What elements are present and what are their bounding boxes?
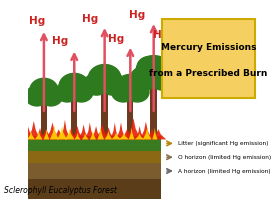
Polygon shape <box>97 127 104 139</box>
Polygon shape <box>151 129 166 139</box>
Polygon shape <box>82 133 88 139</box>
Polygon shape <box>119 129 135 139</box>
Text: Hg: Hg <box>83 14 99 24</box>
Polygon shape <box>27 121 40 139</box>
Circle shape <box>39 86 62 106</box>
Circle shape <box>88 64 121 92</box>
Polygon shape <box>60 120 70 139</box>
Circle shape <box>137 57 161 76</box>
Circle shape <box>126 82 149 102</box>
FancyBboxPatch shape <box>101 86 108 136</box>
FancyBboxPatch shape <box>128 92 133 136</box>
Polygon shape <box>50 126 59 139</box>
Polygon shape <box>116 122 126 139</box>
Text: Hg: Hg <box>129 10 145 20</box>
Polygon shape <box>143 128 151 139</box>
Polygon shape <box>102 127 115 139</box>
Circle shape <box>84 73 109 95</box>
Text: from a Prescribed Burn: from a Prescribed Burn <box>149 69 268 78</box>
FancyBboxPatch shape <box>28 163 161 179</box>
FancyBboxPatch shape <box>28 179 161 199</box>
Circle shape <box>112 82 135 102</box>
Polygon shape <box>146 128 158 139</box>
FancyBboxPatch shape <box>41 96 47 136</box>
Polygon shape <box>39 129 54 139</box>
Polygon shape <box>112 132 121 139</box>
Text: A horizon (limited Hg emission): A horizon (limited Hg emission) <box>178 168 271 173</box>
Polygon shape <box>129 127 134 139</box>
Polygon shape <box>140 121 152 139</box>
Circle shape <box>130 66 158 90</box>
Polygon shape <box>119 133 129 139</box>
Text: Sclerophyll Eucalyptus Forest: Sclerophyll Eucalyptus Forest <box>4 186 117 195</box>
Polygon shape <box>95 124 110 139</box>
FancyBboxPatch shape <box>71 92 77 136</box>
Polygon shape <box>66 127 76 139</box>
Polygon shape <box>45 122 59 139</box>
Polygon shape <box>152 127 157 139</box>
Circle shape <box>116 74 144 98</box>
FancyBboxPatch shape <box>28 151 161 163</box>
Polygon shape <box>90 126 102 139</box>
Circle shape <box>136 56 171 85</box>
Polygon shape <box>110 123 119 139</box>
Text: Hg: Hg <box>29 16 45 26</box>
Polygon shape <box>74 133 80 139</box>
Text: Mercury Emissions: Mercury Emissions <box>161 43 256 52</box>
FancyBboxPatch shape <box>150 80 157 136</box>
Polygon shape <box>44 129 49 139</box>
Text: Hg: Hg <box>153 30 169 40</box>
Text: Hg: Hg <box>52 36 68 46</box>
Circle shape <box>56 82 79 102</box>
Circle shape <box>69 82 93 102</box>
FancyBboxPatch shape <box>162 19 255 98</box>
Polygon shape <box>85 122 95 139</box>
Text: Hg: Hg <box>108 34 124 44</box>
Polygon shape <box>35 131 43 139</box>
Polygon shape <box>90 130 96 139</box>
Circle shape <box>149 66 177 90</box>
Polygon shape <box>57 126 67 139</box>
Polygon shape <box>65 129 75 139</box>
FancyBboxPatch shape <box>28 136 161 140</box>
Text: Litter (significant Hg emission): Litter (significant Hg emission) <box>178 141 269 146</box>
Polygon shape <box>126 118 141 139</box>
Polygon shape <box>105 131 112 139</box>
Polygon shape <box>27 131 35 139</box>
Circle shape <box>59 73 90 99</box>
Circle shape <box>30 78 58 102</box>
Polygon shape <box>78 124 89 139</box>
Polygon shape <box>71 126 84 139</box>
Circle shape <box>147 57 170 76</box>
FancyBboxPatch shape <box>28 139 161 151</box>
Polygon shape <box>135 133 144 139</box>
Circle shape <box>25 86 49 106</box>
Polygon shape <box>51 129 67 139</box>
Text: O horizon (limited Hg emission): O horizon (limited Hg emission) <box>178 155 271 160</box>
Polygon shape <box>135 126 144 139</box>
Polygon shape <box>35 128 45 139</box>
Polygon shape <box>20 125 35 139</box>
Circle shape <box>100 73 126 95</box>
